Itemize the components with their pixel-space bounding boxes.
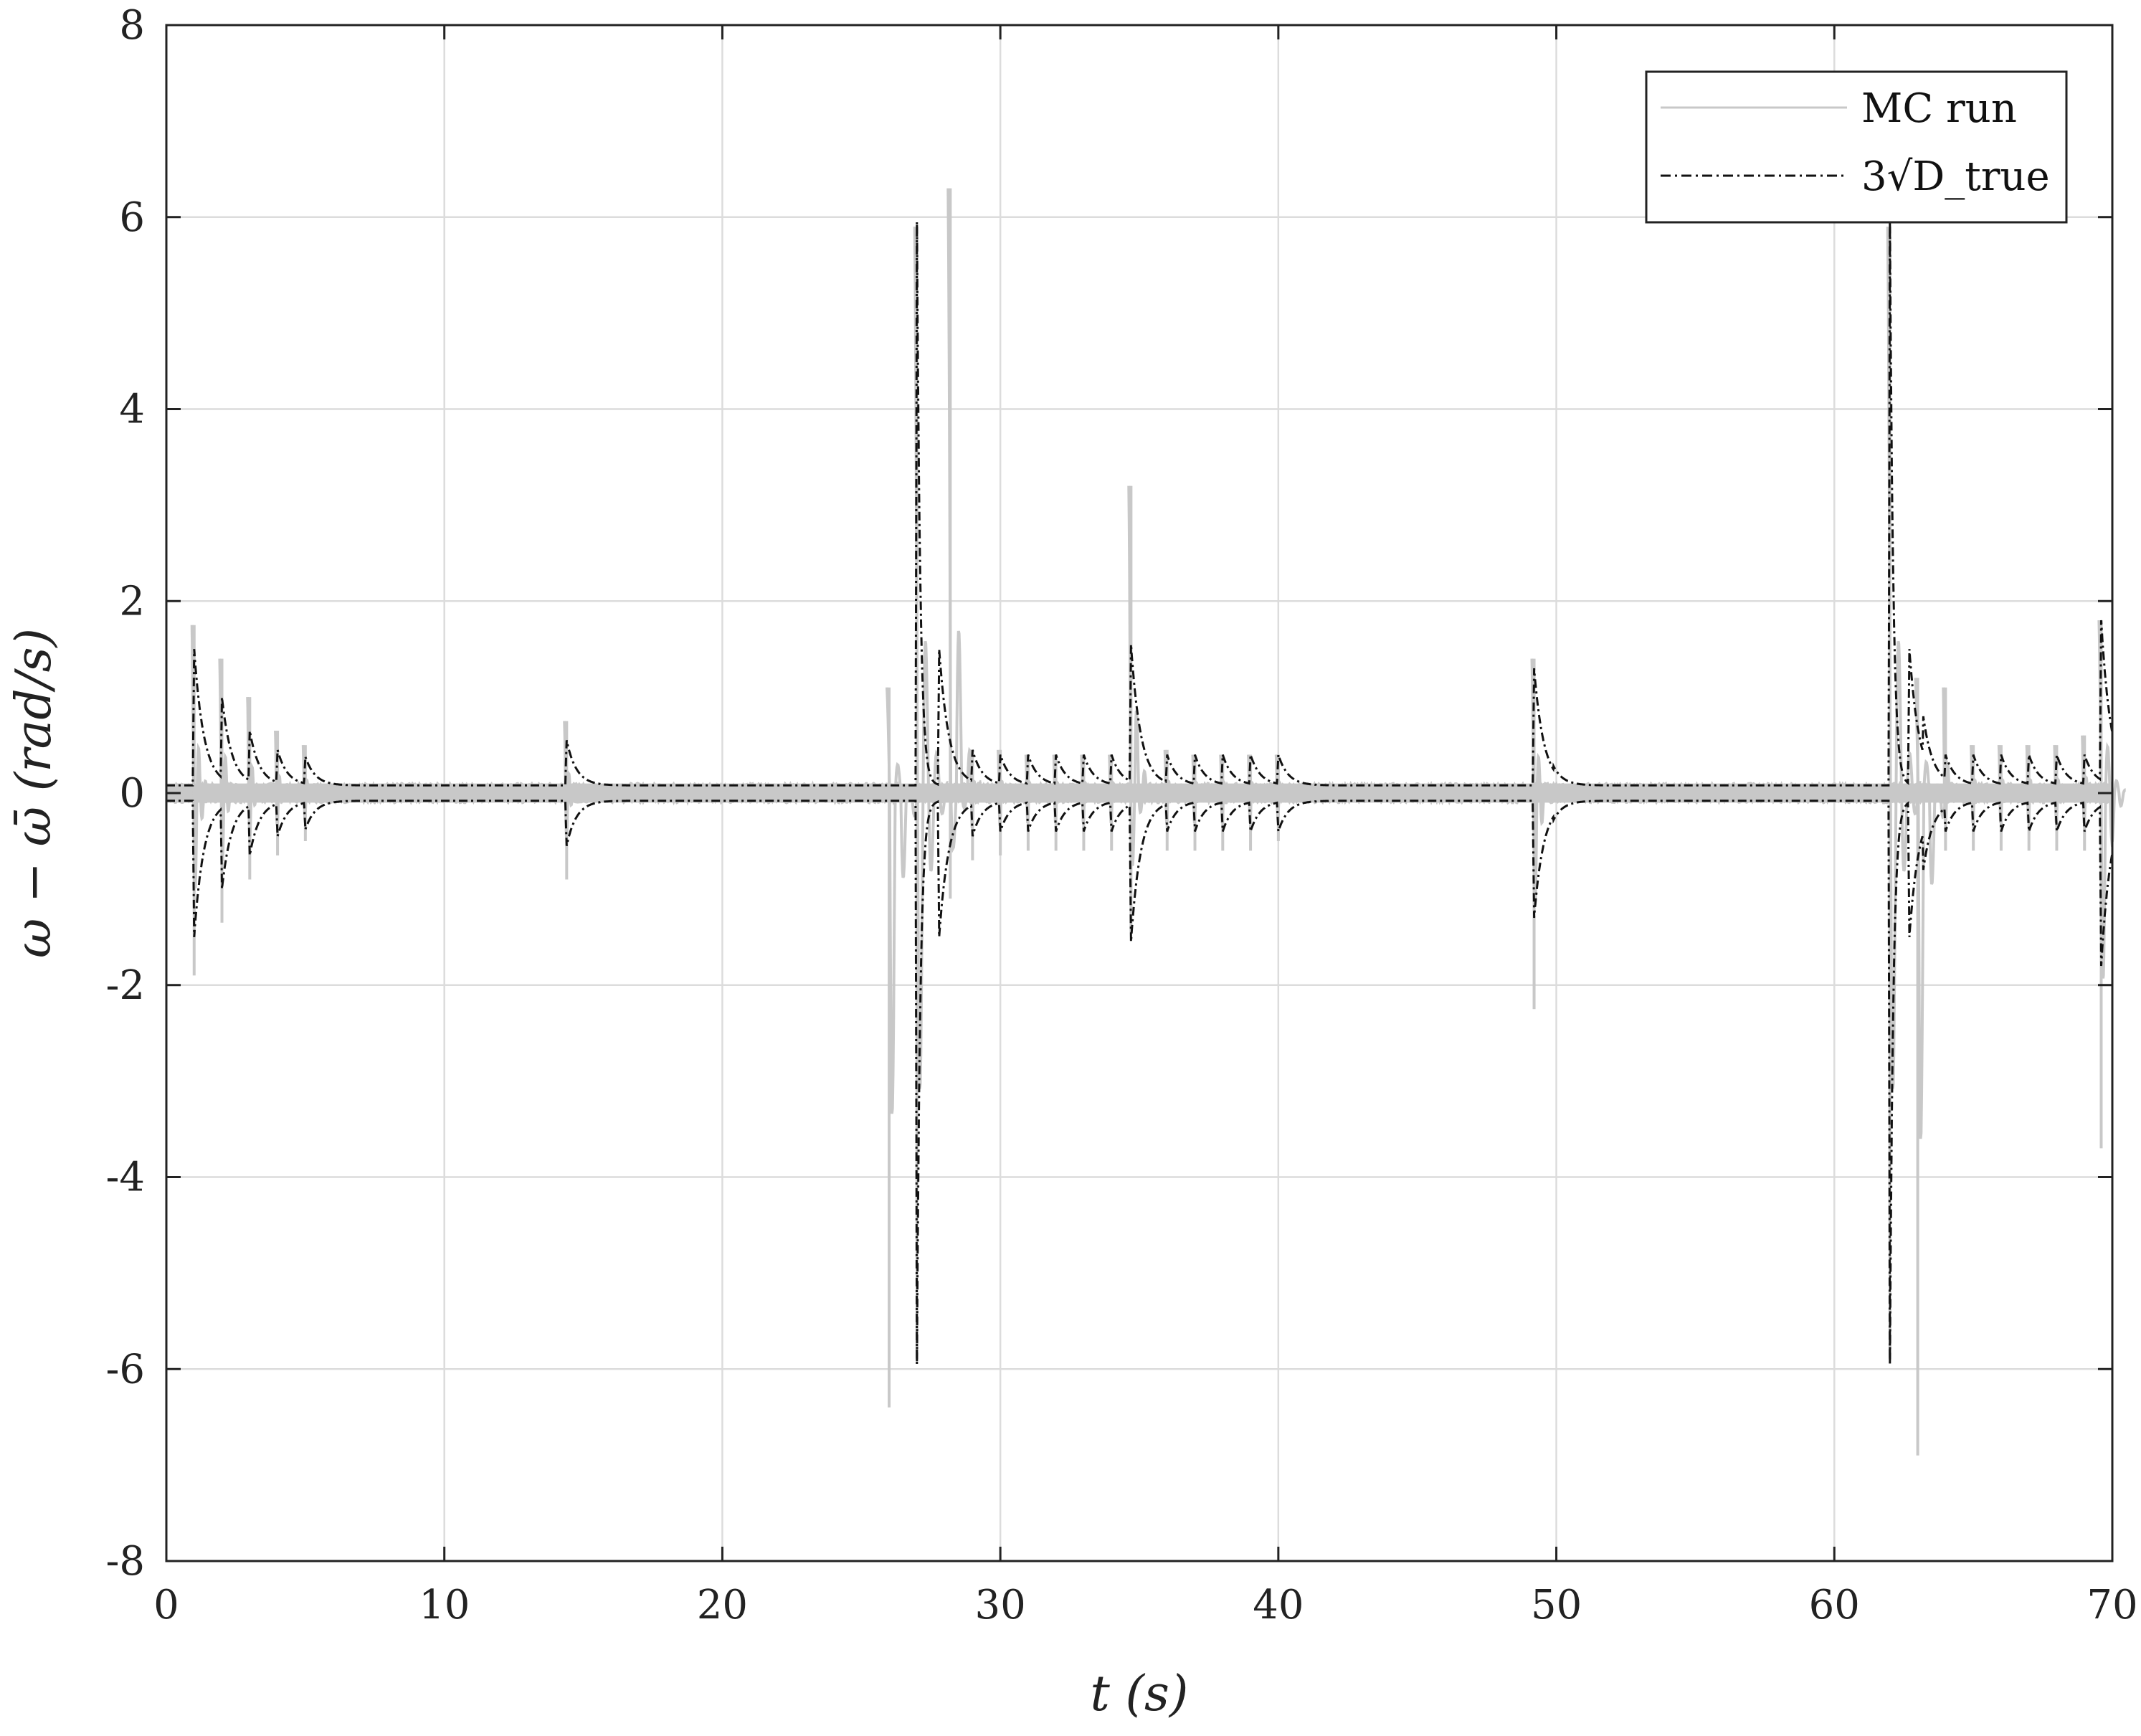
legend-box [1645, 70, 2068, 224]
x-tick-label: 20 [697, 1582, 748, 1628]
legend-label-3-sqrt-d-true: 3√D_true [1861, 153, 2050, 200]
series-3-sqrt-d-true [166, 222, 2114, 1365]
y-tick-label: -8 [105, 1538, 145, 1585]
x-axis-label: t (s) [1091, 1666, 1189, 1722]
y-tick-label: 0 [119, 770, 145, 817]
bound-lower [166, 800, 2114, 1365]
legend: MC run 3√D_true [1645, 70, 2068, 224]
y-axis-ticks: -8 -6 -4 -2 0 2 4 6 8 [105, 2, 2112, 1585]
x-tick-label: 70 [2087, 1582, 2137, 1628]
y-tick-label: -2 [105, 962, 145, 1009]
mc-run-spike [1127, 485, 1154, 866]
x-tick-label: 40 [1253, 1582, 1304, 1628]
mc-run-spike [1886, 227, 1922, 1089]
x-tick-label: 10 [419, 1582, 470, 1628]
x-tick-label: 30 [975, 1582, 1026, 1628]
plot-area [166, 188, 2127, 1456]
bound-upper [166, 222, 2114, 787]
x-tick-label: 60 [1809, 1582, 1860, 1628]
y-axis-label: ω − ω̄ (rad/s) [6, 628, 62, 958]
x-tick-label: 50 [1531, 1582, 1582, 1628]
y-tick-label: 2 [119, 578, 145, 625]
mc-run-spike [1914, 678, 1950, 1139]
x-tick-label: 0 [153, 1582, 179, 1628]
y-tick-label: -4 [105, 1154, 145, 1201]
x-axis-ticks: 0 10 20 30 40 50 60 70 [153, 25, 2138, 1628]
y-tick-label: 4 [119, 386, 145, 433]
y-tick-label: 8 [119, 2, 145, 49]
y-tick-label: -6 [105, 1346, 145, 1393]
legend-label-mc-run: MC run [1861, 85, 2017, 132]
y-tick-label: 6 [119, 194, 145, 241]
